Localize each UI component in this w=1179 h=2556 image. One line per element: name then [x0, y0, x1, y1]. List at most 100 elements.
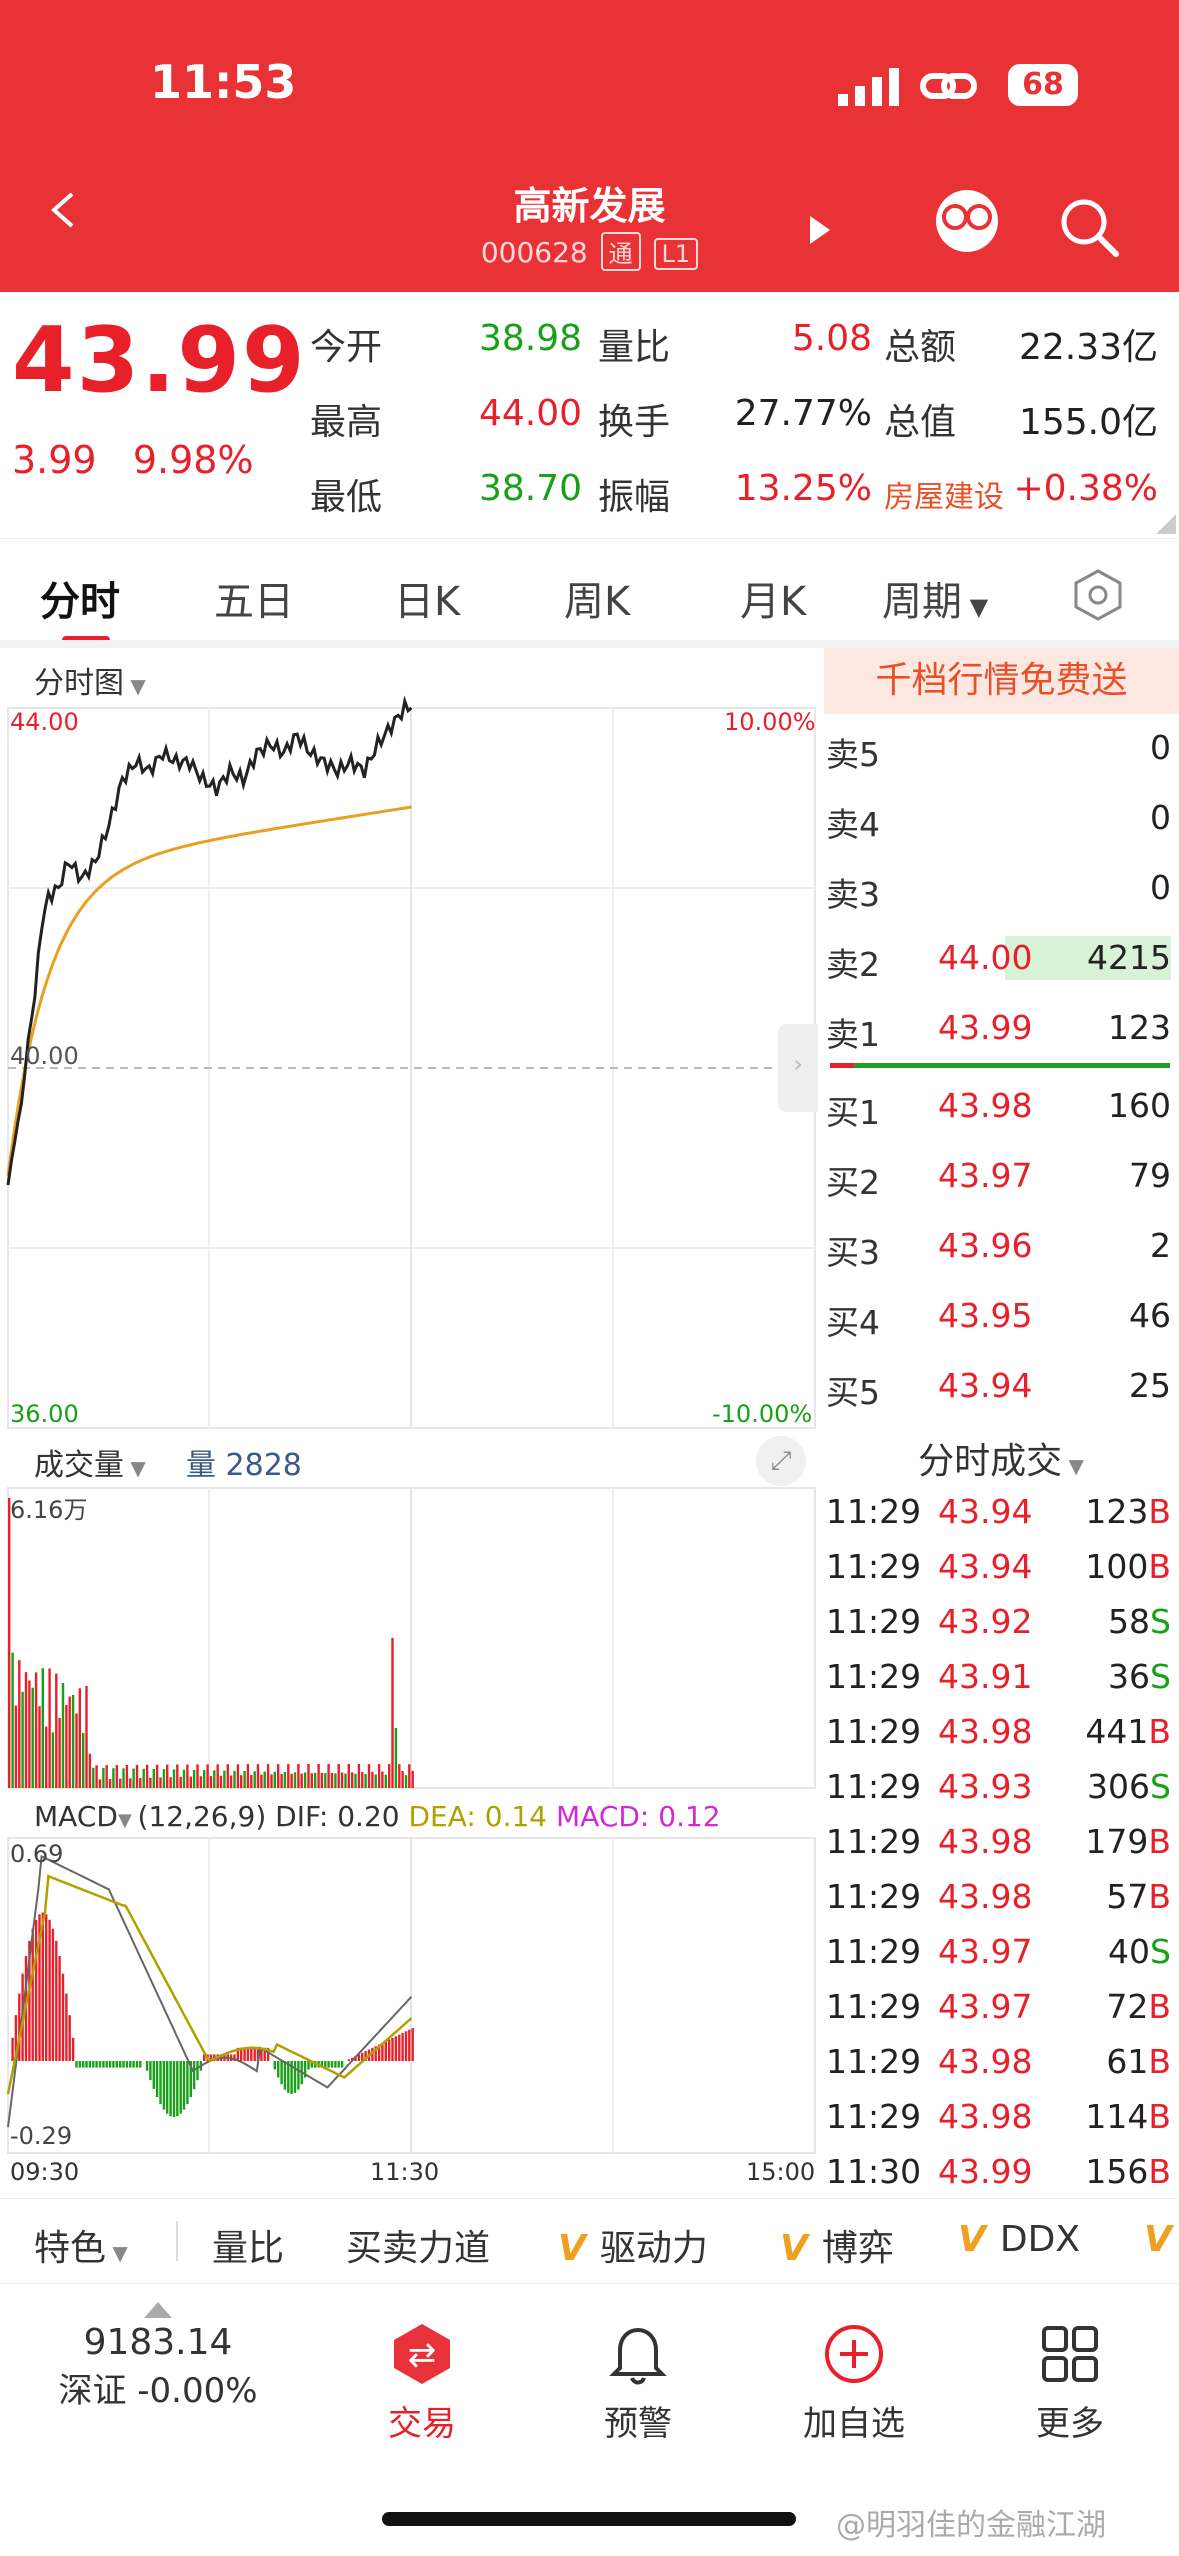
ask-row[interactable]: 卖3 0: [826, 856, 1171, 926]
volume-bar: [139, 1778, 142, 1788]
macd-bar: [152, 2061, 155, 2089]
expand-corner-icon[interactable]: [1156, 514, 1176, 534]
volume-bar: [48, 1668, 51, 1788]
vip-icon: V: [558, 2228, 586, 2269]
trade-time: 11:29: [826, 1712, 922, 1751]
quote-value: 38.70: [478, 468, 582, 509]
price-top-label: 44.00: [10, 708, 79, 736]
side-drawer-handle[interactable]: ›: [778, 1024, 818, 1112]
tab-monthly-k[interactable]: 月K: [740, 579, 807, 625]
ask-row[interactable]: 卖5 0: [826, 716, 1171, 786]
macd-header[interactable]: MACD▼ (12,26,9) DIF: 0.20 DEA: 0.14 MACD…: [34, 1800, 721, 1833]
add-watchlist-icon: [825, 2325, 883, 2383]
volume-bar: [38, 1706, 41, 1788]
macd-bar: [263, 2047, 266, 2061]
tab-intraday[interactable]: 分时: [40, 579, 120, 625]
volume-bar: [377, 1764, 381, 1788]
volume-bar: [263, 1771, 266, 1788]
volume-bar: [65, 1705, 68, 1788]
volume-bar: [277, 1764, 280, 1788]
ask-row[interactable]: 卖1 43.99 123: [826, 996, 1171, 1066]
tab-daily-k[interactable]: 日K: [394, 579, 461, 625]
volume-bar: [18, 1660, 21, 1788]
bid-row[interactable]: 买1 43.98 160: [826, 1074, 1171, 1144]
trade-row: 11:29 43.92 58S: [826, 1596, 1171, 1651]
trade-side: S: [1150, 1602, 1171, 1641]
indicator-more-vip[interactable]: V: [1144, 2219, 1179, 2260]
change-percent: 9.98%: [132, 438, 254, 482]
home-indicator[interactable]: [382, 2512, 796, 2526]
macd-bar: [256, 2047, 260, 2061]
volume-bar: [314, 1772, 317, 1788]
trade-price: 43.97: [938, 1932, 1033, 1971]
volume-bar: [351, 1772, 354, 1788]
trade-time: 11:29: [826, 2097, 922, 2136]
indicator-ddx[interactable]: V DDX: [958, 2219, 1080, 2260]
quote-value: 38.98: [478, 318, 582, 359]
search-icon[interactable]: [1058, 196, 1122, 260]
index-widget[interactable]: 9183.14 深证 -0.00%: [58, 2302, 258, 2412]
volume-bar: [367, 1764, 371, 1788]
bid-row[interactable]: 买5 43.94 25: [826, 1354, 1171, 1424]
trade-volume: 123B: [1085, 1492, 1171, 1531]
macd-bar: [82, 2061, 85, 2068]
macd-bar: [61, 1973, 65, 2061]
intraday-chart-area: 分时图 ▼ › 44.00 40.00 36.00 10.00% -10.00%: [0, 648, 820, 2188]
indicator-feature[interactable]: 特色 ▼: [34, 2219, 128, 2271]
volume-bar: [71, 1694, 75, 1788]
trades-header[interactable]: 分时成交 ▼: [826, 1432, 1176, 1484]
trade-row: 11:29 43.91 36S: [826, 1651, 1171, 1706]
volume-bar: [388, 1764, 391, 1788]
back-arrow-icon[interactable]: [44, 190, 84, 230]
macd-bar: [253, 2047, 256, 2061]
volume-bar: [179, 1776, 182, 1788]
volume-bar: [327, 1764, 330, 1788]
macd-bar: [411, 2028, 414, 2061]
macd-bar: [172, 2061, 176, 2118]
tab-five-day[interactable]: 五日: [214, 579, 294, 625]
price-mid-label: 40.00: [10, 1042, 79, 1070]
volume-bar: [196, 1764, 199, 1788]
volume-bar: [129, 1778, 132, 1788]
tab-weekly-k[interactable]: 周K: [564, 579, 631, 625]
price-change: 3.99 9.98%: [12, 438, 254, 482]
ask-row[interactable]: 卖2 44.00 4215: [826, 926, 1171, 996]
quote-label: 最低: [310, 477, 383, 518]
volume-bar: [290, 1773, 293, 1788]
nav-alert[interactable]: 预警: [538, 2322, 738, 2445]
tab-period[interactable]: 周期 ▼: [882, 569, 988, 627]
mascot-icon[interactable]: [936, 190, 998, 252]
indicator-driving-force[interactable]: V 驱动力: [558, 2219, 708, 2271]
promo-banner[interactable]: 千档行情免费送: [824, 648, 1179, 714]
indicator-game[interactable]: V 博弈: [780, 2219, 894, 2271]
fullscreen-icon[interactable]: ⤢: [756, 1436, 806, 1486]
bid-row[interactable]: 买3 43.96 2: [826, 1214, 1171, 1284]
bid-row[interactable]: 买4 43.95 46: [826, 1284, 1171, 1354]
nav-trade[interactable]: ⇄ 交易: [322, 2322, 522, 2445]
trade-icon: ⇄: [394, 2324, 450, 2384]
macd-bar: [108, 2061, 112, 2068]
nav-add-watchlist[interactable]: 加自选: [754, 2322, 954, 2445]
settings-hexagon-icon[interactable]: [1070, 567, 1126, 623]
macd-bar: [85, 2061, 88, 2068]
indicator-buy-sell-power[interactable]: 买卖力道: [346, 2228, 491, 2269]
next-stock-icon[interactable]: [808, 216, 832, 244]
volume-label[interactable]: 成交量 ▼: [34, 1440, 146, 1484]
change-amount: 3.99: [12, 438, 97, 482]
macd-bar: [371, 2047, 374, 2061]
level-label: 卖1: [826, 1015, 880, 1054]
macd-bar: [297, 2061, 300, 2090]
ask-row[interactable]: 卖4 0: [826, 786, 1171, 856]
volume-bar: [182, 1769, 186, 1788]
level-label: 买3: [826, 1233, 880, 1272]
nav-more[interactable]: 更多: [970, 2322, 1170, 2445]
indicator-volume-ratio[interactable]: 量比: [212, 2228, 285, 2269]
volume-bar: [166, 1764, 169, 1788]
depth-fill: [1005, 936, 1171, 980]
watermark: @明羽佳的金融江湖: [836, 2508, 1106, 2543]
svg-text:⇄: ⇄: [408, 2335, 437, 2375]
level-volume: 25: [1129, 1366, 1171, 1405]
volume-bar: [340, 1772, 344, 1788]
intraday-chart-label[interactable]: 分时图 ▼: [34, 658, 146, 702]
bid-row[interactable]: 买2 43.97 79: [826, 1144, 1171, 1214]
